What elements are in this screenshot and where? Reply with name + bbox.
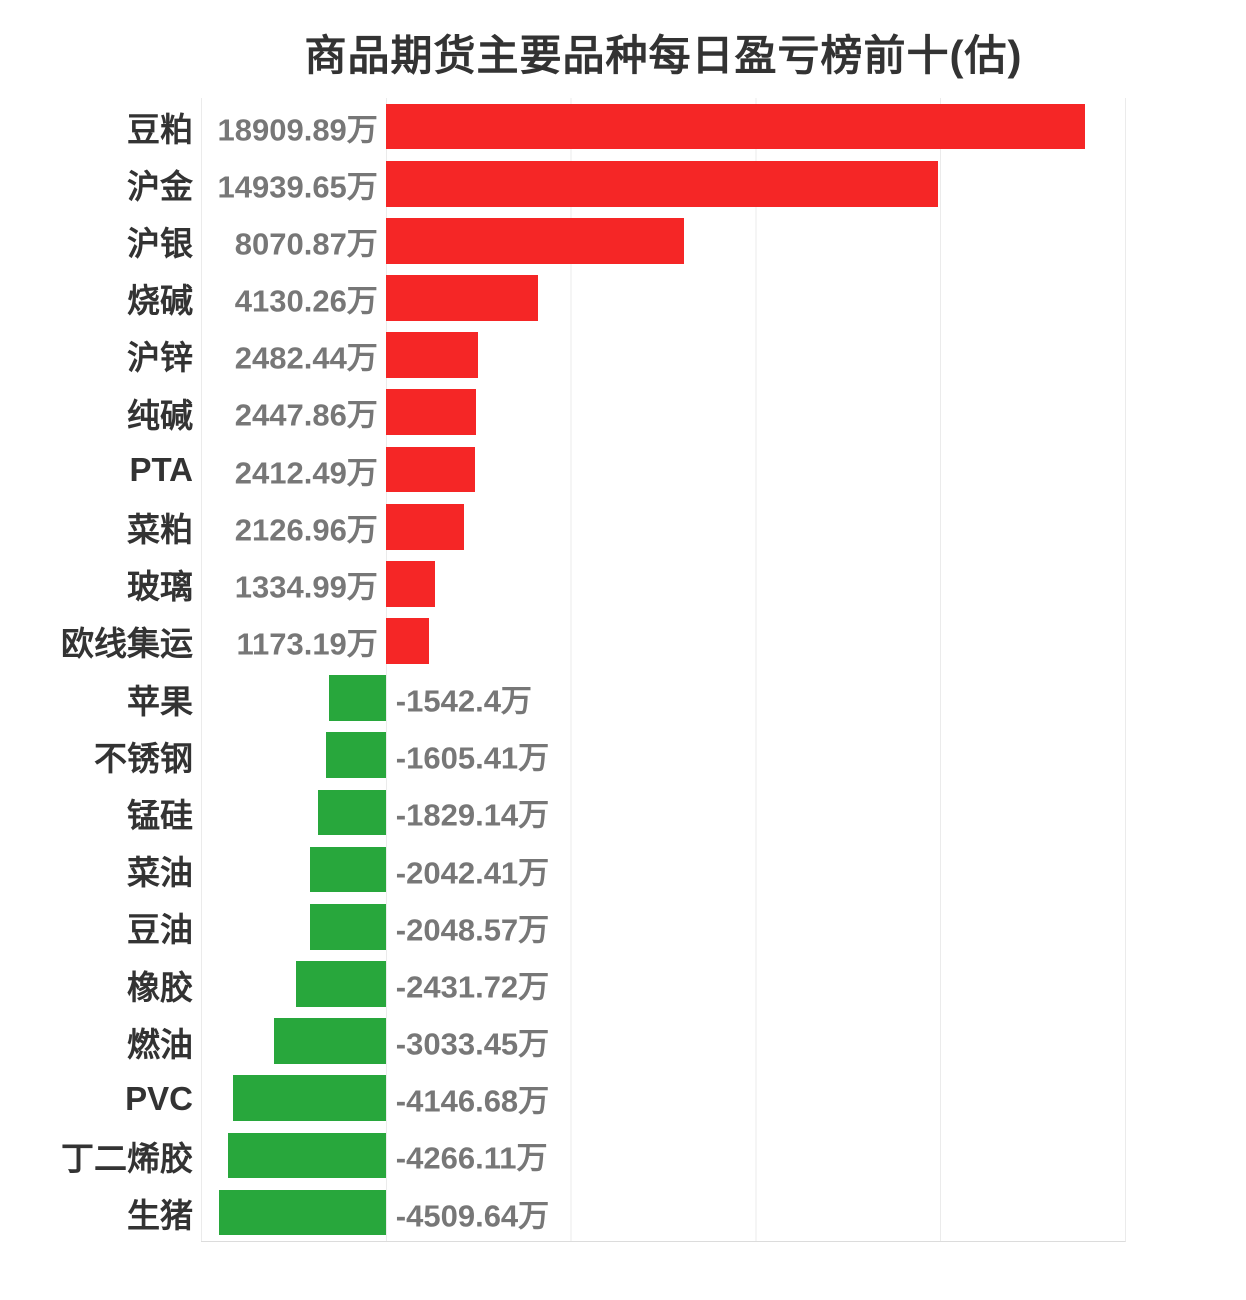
category-label: 不锈钢 [94,739,193,777]
value-label: 2482.44万 [234,340,378,376]
bar-row: 2126.96万 [201,498,1125,555]
category-label: 豆粕 [127,110,193,148]
bar-row: -1829.14万 [201,784,1125,841]
category-label: 菜粕 [127,511,193,549]
value-label: -4266.11万 [395,1140,548,1176]
value-label: -4146.68万 [395,1083,550,1119]
value-label: 8070.87万 [234,226,378,262]
plot-area: 18909.89万 14939.65万 8070.87万 4130.26万 2482.4… [201,98,1126,1242]
bar-positive [385,618,430,664]
bar-row: -2431.72万 [201,955,1125,1012]
value-label: 2447.86万 [234,397,378,433]
bar-positive [385,160,938,207]
value-label: -2431.72万 [395,969,550,1005]
value-label: -3033.45万 [395,1026,550,1062]
bar-negative [232,1075,386,1122]
bar-positive [385,103,1085,150]
category-label: PTA [129,450,193,488]
category-label: 沪银 [127,225,193,262]
bar-row: -2048.57万 [201,898,1125,955]
category-label: PVC [125,1080,193,1118]
value-label: 4130.26万 [234,283,378,319]
bar-row: -3033.45万 [201,1013,1125,1070]
bar-negative [310,846,386,893]
bar-row: -2042.41万 [201,841,1125,898]
bar-positive [385,560,436,607]
bar-row: -4266.11万 [201,1127,1125,1184]
value-label: 14939.65万 [217,169,378,205]
bar-negative [310,903,386,950]
value-label: 1173.19万 [236,626,378,662]
bar-row: 2482.44万 [201,327,1125,384]
value-label: -1542.4万 [395,683,532,719]
category-label: 橡胶 [127,968,193,1006]
bar-row: 1334.99万 [201,555,1125,612]
bar-positive [385,332,478,379]
bar-negative [326,732,386,779]
category-label: 纯碱 [127,396,193,434]
bar-row: -1605.41万 [201,727,1125,784]
bar-negative [318,789,386,836]
bar-row: -1542.4万 [201,670,1125,727]
bar-positive [385,503,465,550]
category-label: 苹果 [127,682,193,720]
category-label: 沪锌 [127,339,193,377]
value-label: 2126.96万 [234,512,378,548]
category-label: 丁二烯胶 [61,1140,193,1178]
bar-negative [328,675,386,721]
bar-row: 2447.86万 [201,384,1125,441]
bar-positive [385,275,539,321]
value-label: -2042.41万 [395,855,550,891]
category-label: 玻璃 [127,568,193,606]
bar-negative [228,1132,386,1179]
category-label: 菜油 [127,854,193,892]
bar-row: 4130.26万 [201,269,1125,326]
value-label: -4509.64万 [395,1198,550,1234]
chart-title: 商品期货主要品种每日盈亏榜前十(估) [304,32,1023,79]
value-label: -1829.14万 [395,797,550,833]
bar-positive [385,389,477,436]
bar-positive [385,446,475,493]
category-label: 豆油 [127,911,193,949]
chart-body: 豆粕沪金沪银烧碱沪锌纯碱 PTA 菜粕玻璃欧线集运苹果不锈钢锰硅菜油豆油橡胶燃油 PV… [0,98,1126,1242]
bar-row: -4509.64万 [201,1184,1125,1241]
category-label: 生猪 [127,1197,193,1235]
category-label: 欧线集运 [61,625,193,663]
value-label: -1605.41万 [395,740,550,776]
bar-negative [273,1018,386,1064]
value-label: 18909.89万 [217,112,378,148]
bar-row: -4146.68万 [201,1070,1125,1127]
bar-negative [219,1189,386,1236]
category-axis: 豆粕沪金沪银烧碱沪锌纯碱 PTA 菜粕玻璃欧线集运苹果不锈钢锰硅菜油豆油橡胶燃油 PV… [0,98,201,1242]
bar-positive [385,218,685,264]
bar-row: 14939.65万 [201,155,1125,212]
bar-row: 2412.49万 [201,441,1125,498]
value-label: -2048.57万 [395,912,550,948]
category-label: 烧碱 [127,282,193,320]
bar-row: 8070.87万 [201,212,1125,269]
bar-row: 1173.19万 [201,612,1125,669]
value-label: 2412.49万 [234,455,378,491]
category-label: 燃油 [127,1025,193,1063]
value-label: 1334.99万 [234,569,378,605]
category-label: 沪金 [127,167,193,205]
bar-negative [295,961,386,1007]
category-label: 锰硅 [127,797,193,835]
bar-row: 18909.89万 [201,98,1125,155]
